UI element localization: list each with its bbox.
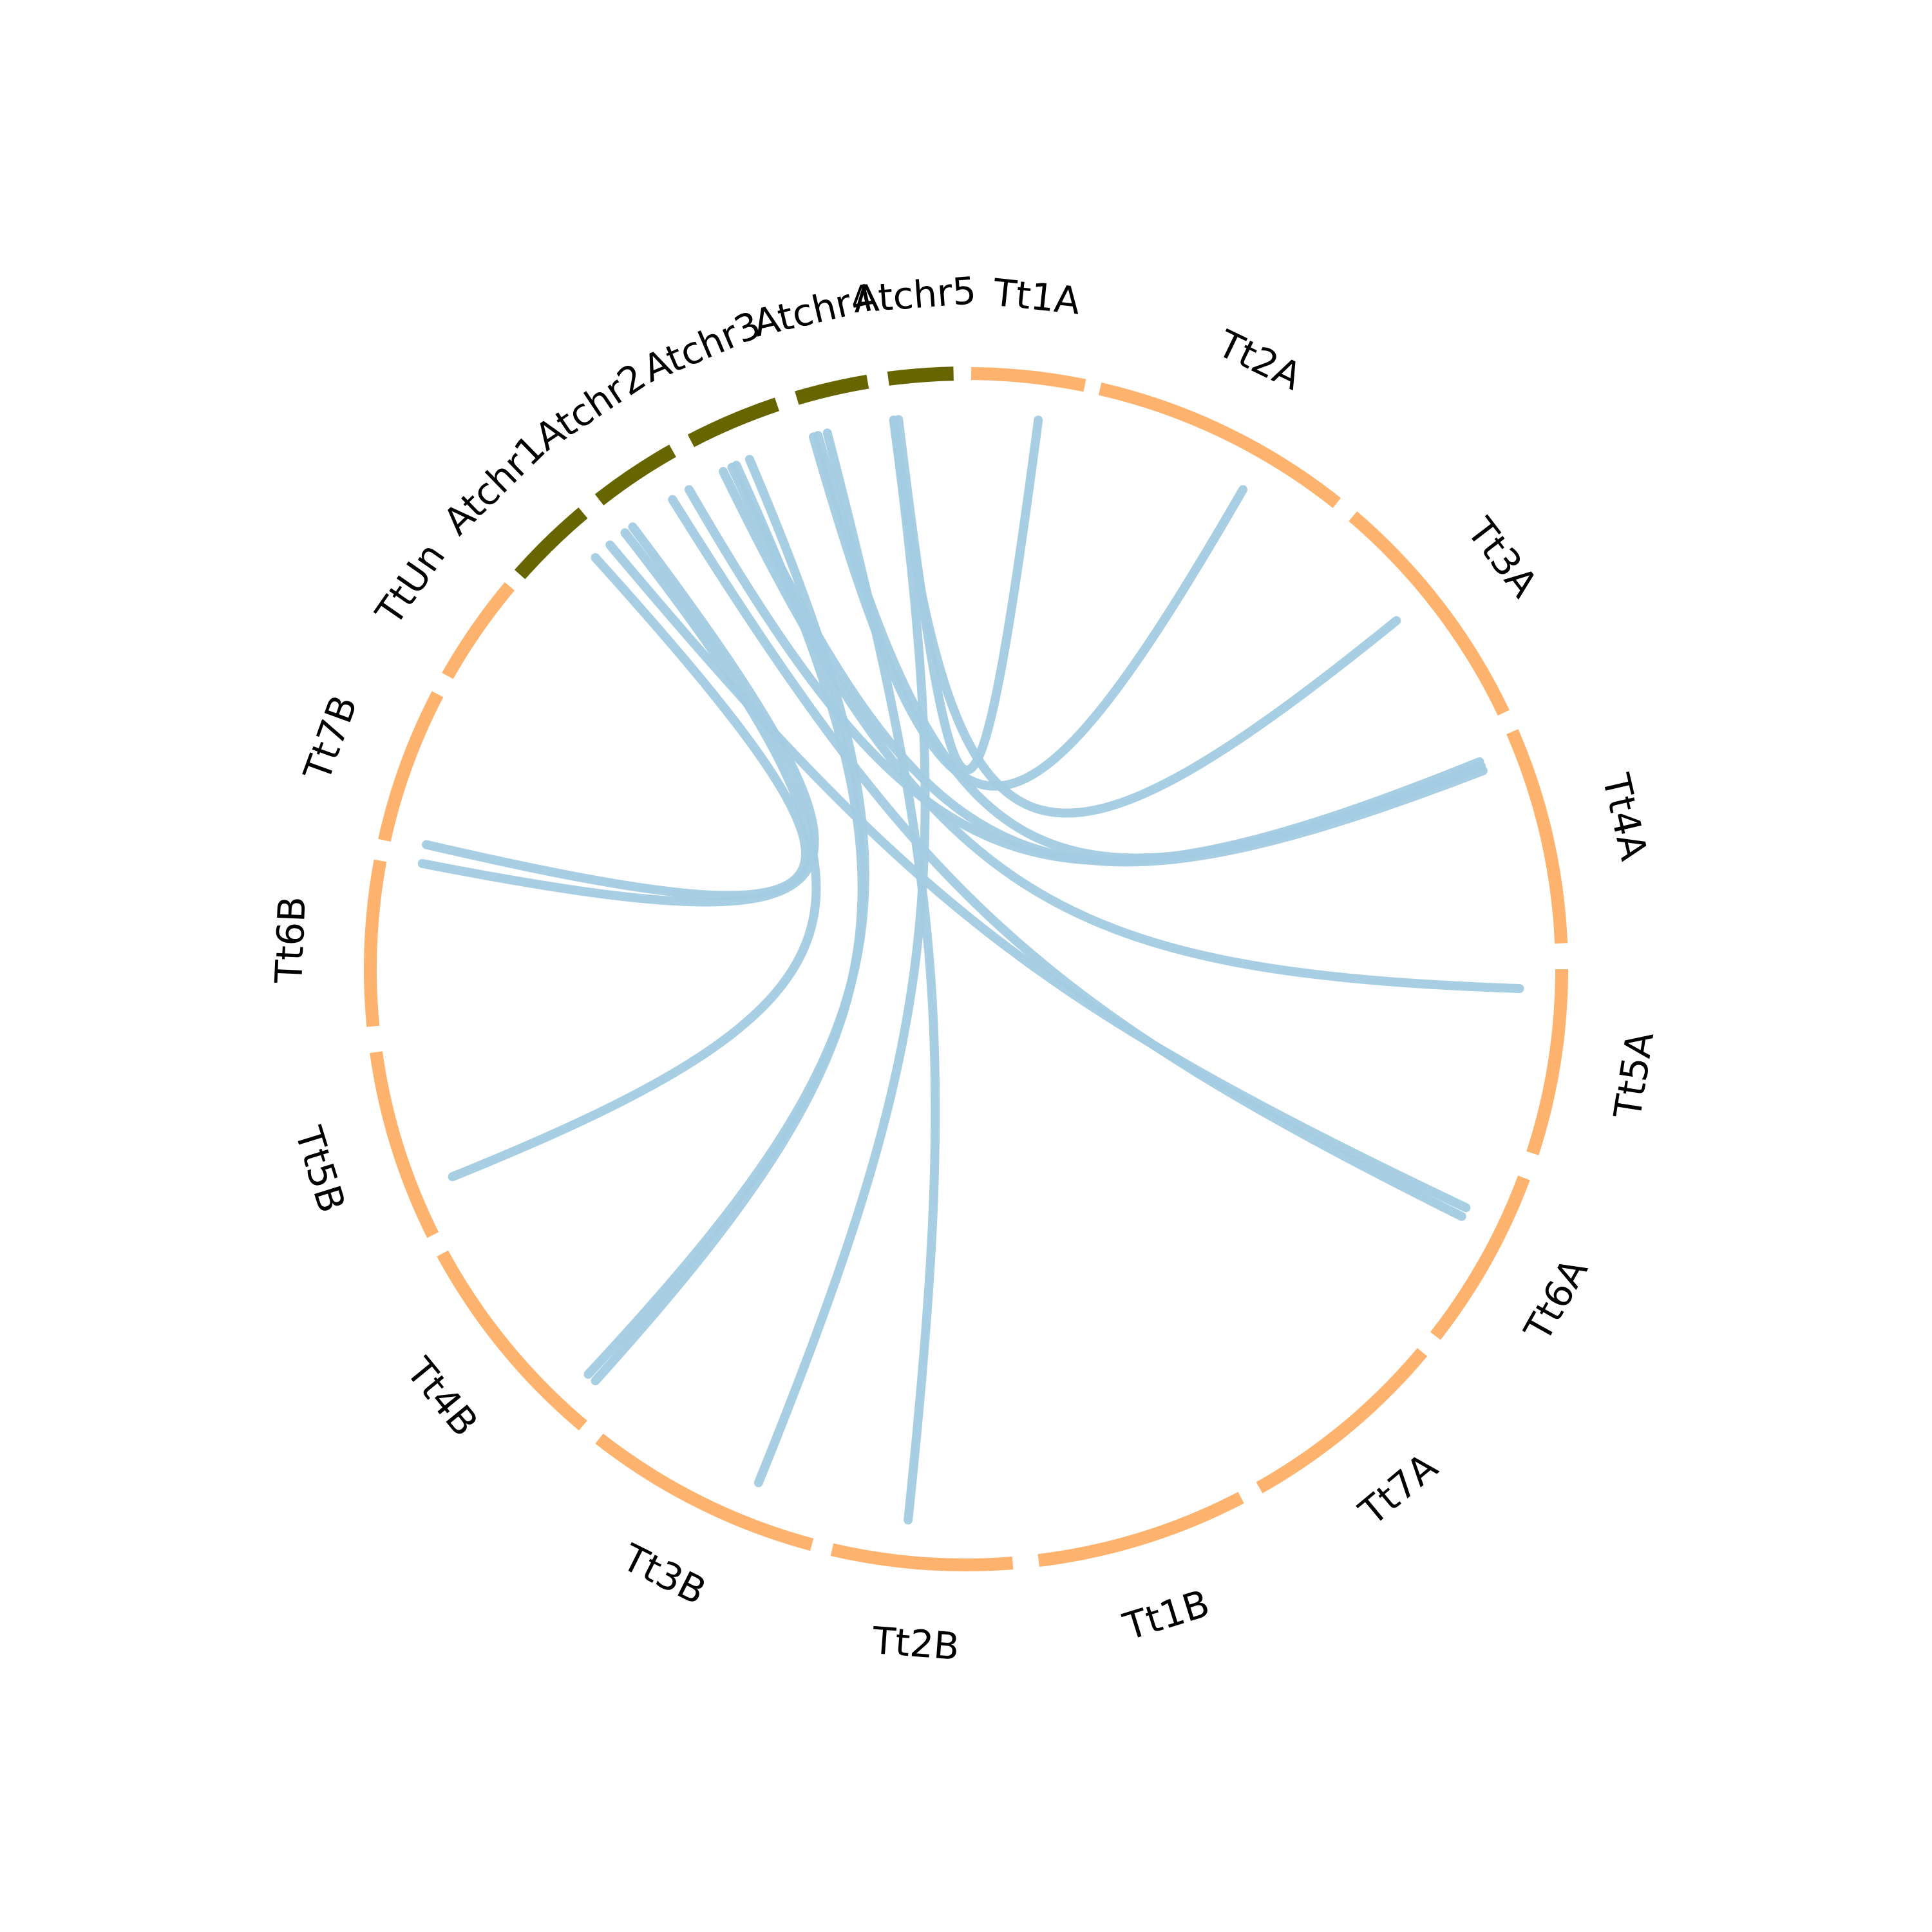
segment-tt7b — [378, 691, 444, 842]
segment-label-tt5a: Tt5A — [1605, 1028, 1662, 1122]
segment-tt6a — [1430, 1175, 1530, 1340]
link-atchr2-tt6a — [668, 495, 1466, 1221]
segment-tt2a — [1098, 382, 1341, 508]
link-atchr2-tt5b — [448, 528, 821, 1182]
segment-label-ttun: TtUn — [367, 535, 454, 633]
segment-tt4b — [437, 1250, 587, 1431]
segment-tt3a — [1349, 511, 1510, 716]
segment-tt7a — [1256, 1348, 1428, 1493]
segment-atchr4 — [795, 374, 869, 405]
segment-label-atchr2: Atchr2 — [527, 355, 653, 460]
segments-layer — [364, 366, 1568, 1571]
segment-label-tt6b: Tt6B — [267, 895, 314, 985]
segment-atchr1 — [514, 507, 588, 580]
segment-label-tt4b: Tt4B — [397, 1349, 487, 1444]
link-atchr1-tt6b — [422, 553, 810, 900]
link-atchr2-tt4a — [685, 485, 1484, 866]
segment-label-tt1b: Tt1B — [1118, 1581, 1215, 1649]
link-atchr4-tt4b — [583, 455, 869, 1379]
segment-atchr2 — [594, 444, 676, 506]
link-atchr2-tt6b — [417, 522, 819, 907]
segment-label-tt5b: Tt5B — [286, 1121, 354, 1218]
segment-label-tt3b: Tt3B — [615, 1535, 713, 1613]
segment-tt6b — [364, 859, 387, 1027]
link-atchr5-tt3a — [889, 415, 1401, 818]
segment-label-tt7a: Tt7A — [1350, 1444, 1446, 1534]
segment-label-atchr3: Atchr3 — [637, 303, 767, 391]
segment-atchr3 — [687, 397, 779, 448]
segment-tt5a — [1526, 969, 1568, 1155]
segment-label-tt4a: Tt4A — [1594, 770, 1656, 865]
link-atchr1-tt6a — [605, 540, 1471, 1213]
segment-tt4a — [1506, 729, 1568, 944]
segment-tt3b — [595, 1434, 814, 1551]
segment-label-tt7b: Tt7B — [295, 690, 366, 787]
segment-tt2b — [830, 1543, 1014, 1571]
segment-tt5b — [370, 1051, 439, 1238]
segment-atchr5 — [887, 366, 954, 386]
segment-tt1b — [1037, 1492, 1244, 1567]
segment-label-tt2b: Tt2B — [870, 1618, 961, 1669]
segment-label-atchr5: Atchr5 — [852, 269, 978, 321]
segment-label-tt6a: Tt6A — [1515, 1251, 1596, 1349]
link-atchr4-tt2b — [822, 428, 940, 1525]
segment-tt1a — [971, 367, 1086, 392]
segment-label-tt1a: Tt1A — [990, 270, 1082, 323]
segment-ttun — [442, 582, 515, 679]
segment-label-tt3a: Tt3A — [1458, 509, 1546, 605]
segment-label-atchr1: Atchr1 — [435, 426, 553, 544]
links-layer — [417, 415, 1524, 1525]
labels-layer: Tt1A Tt2A Tt3A Tt4A Tt5A Tt6A Tt7A Tt1B Tt2B Tt3B… — [267, 269, 1662, 1669]
segment-label-tt2a: Tt2A — [1211, 321, 1309, 399]
link-atchr5-tt3b — [753, 415, 930, 1488]
